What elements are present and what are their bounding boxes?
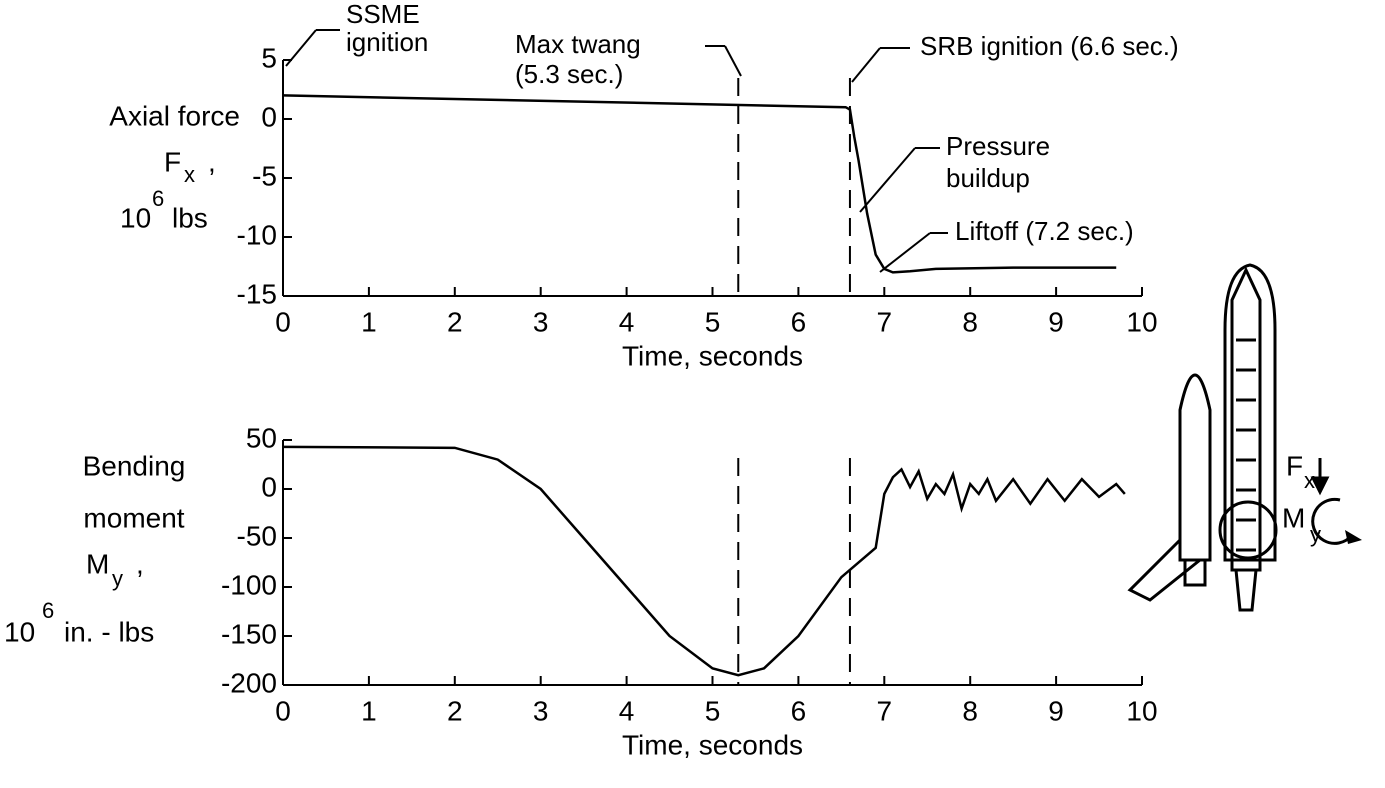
y-tick-label: -150 [221, 618, 277, 649]
y-axis-title: 10 [120, 202, 151, 233]
y-tick-label: 5 [261, 42, 277, 73]
x-tick-label: 0 [275, 695, 291, 726]
y-axis-title: Bending [83, 450, 186, 481]
y-axis-title: y [112, 566, 123, 591]
x-tick-label: 10 [1126, 306, 1157, 337]
x-axis-title: Time, seconds [622, 340, 803, 371]
x-tick-label: 5 [705, 306, 721, 337]
my-arrow [1311, 497, 1354, 545]
my-arrow-head [1345, 530, 1362, 544]
x-tick-label: 8 [962, 306, 978, 337]
fx-arrow [1310, 458, 1330, 496]
x-axis-title: Time, seconds [622, 729, 803, 760]
x-tick-label: 7 [877, 306, 893, 337]
y-axis-title: 6 [152, 186, 164, 211]
y-tick-label: -5 [252, 160, 277, 191]
x-tick-label: 8 [962, 695, 978, 726]
annotation: Liftoff (7.2 sec.) [955, 216, 1134, 246]
moment-label: y [1310, 522, 1321, 547]
shuttle-illustration [1127, 263, 1278, 612]
moment-label: M [1282, 502, 1305, 533]
x-tick-label: 6 [791, 695, 807, 726]
x-tick-label: 3 [533, 306, 549, 337]
y-tick-label: -50 [237, 520, 277, 551]
x-tick-label: 10 [1126, 695, 1157, 726]
y-tick-label: -10 [237, 219, 277, 250]
y-tick-label: 0 [261, 471, 277, 502]
x-tick-label: 5 [705, 695, 721, 726]
leader [285, 29, 317, 67]
leader [879, 232, 931, 273]
leader [859, 147, 916, 213]
y-tick-label: 0 [261, 101, 277, 132]
y-axis-title: Axial force [109, 100, 240, 131]
y-axis-title: lbs [172, 202, 208, 233]
leader [724, 45, 742, 77]
force-label: F [1286, 450, 1303, 481]
x-tick-label: 2 [447, 695, 463, 726]
annotation: Pressure [946, 131, 1050, 161]
y-axis-title: 6 [42, 598, 54, 623]
annotation: Max twang [515, 29, 641, 59]
annotation: (5.3 sec.) [515, 59, 623, 89]
y-tick-label: -15 [237, 278, 277, 309]
x-tick-label: 1 [361, 695, 377, 726]
y-axis-title: , [136, 548, 144, 579]
x-tick-label: 7 [877, 695, 893, 726]
annotation: ignition [346, 27, 428, 57]
x-tick-label: 3 [533, 695, 549, 726]
y-tick-label: -100 [221, 569, 277, 600]
y-axis-title: x [184, 162, 195, 187]
y-axis-title: M [86, 548, 109, 579]
y-tick-label: 50 [246, 422, 277, 453]
x-tick-label: 2 [447, 306, 463, 337]
annotation: SRB ignition (6.6 sec.) [920, 31, 1179, 61]
data-line [282, 94, 1117, 274]
leader [851, 47, 881, 83]
annotation: buildup [946, 163, 1030, 193]
force-label: x [1304, 468, 1315, 493]
x-tick-label: 1 [361, 306, 377, 337]
x-tick-label: 9 [1048, 695, 1064, 726]
data-line [282, 445, 1126, 677]
x-tick-label: 4 [619, 306, 635, 337]
y-axis-title: in. - lbs [64, 616, 154, 647]
annotation: SSME [346, 0, 420, 29]
y-axis-title: F [164, 146, 181, 177]
y-axis-title: moment [83, 502, 184, 533]
y-tick-label: -200 [221, 667, 277, 698]
y-axis-title: 10 [4, 616, 35, 647]
x-tick-label: 0 [275, 306, 291, 337]
x-tick-label: 4 [619, 695, 635, 726]
x-tick-label: 6 [791, 306, 807, 337]
y-axis-title: , [208, 146, 216, 177]
x-tick-label: 9 [1048, 306, 1064, 337]
